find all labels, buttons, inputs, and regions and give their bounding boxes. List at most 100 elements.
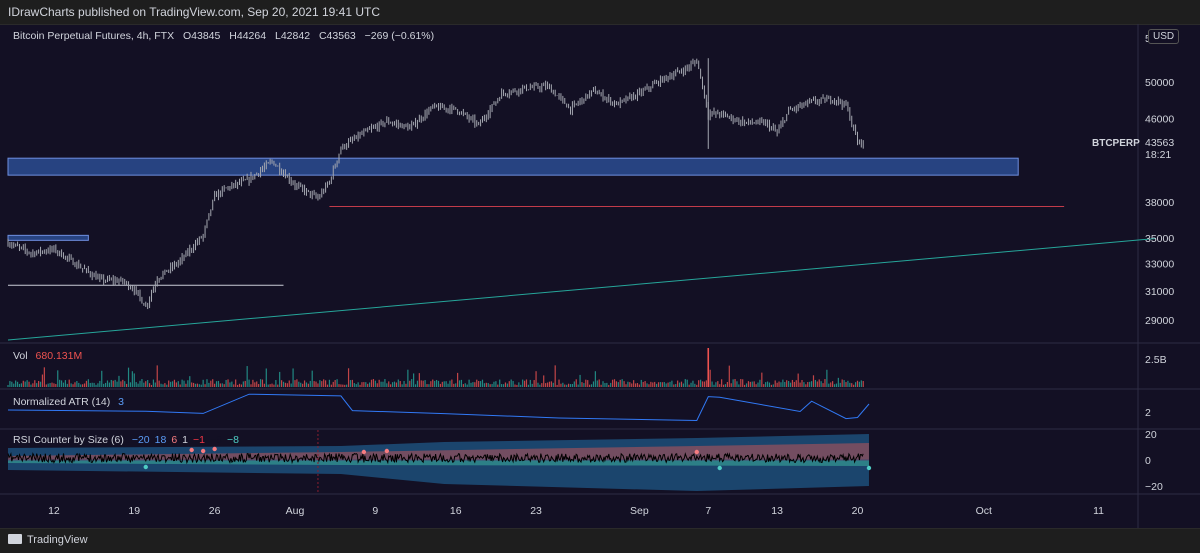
time-tick-label: 26 — [209, 505, 221, 517]
volume-bar — [640, 379, 642, 387]
volume-bar — [801, 380, 803, 387]
rsi-dot-up — [189, 447, 194, 453]
volume-bar — [41, 374, 44, 387]
volume-bar — [267, 384, 269, 387]
volume-bar — [273, 384, 275, 387]
volume-bar — [701, 381, 704, 387]
volume-bar — [619, 379, 621, 387]
volume-bar — [627, 381, 629, 387]
volume-bar — [340, 384, 342, 387]
volume-bar — [403, 381, 405, 387]
volume-bar — [13, 383, 15, 387]
legend-open: O43845 — [183, 30, 221, 42]
volume-bar — [181, 379, 183, 387]
price-tick-label: 35000 — [1145, 233, 1174, 245]
volume-bar — [110, 379, 112, 387]
volume-bar — [208, 382, 210, 387]
atr-axis-tick: 2 — [1145, 407, 1151, 419]
volume-bar — [455, 383, 457, 387]
rsi-legend: RSI Counter by Size (6) −20 18 6 1 −1 −8 −8 — [13, 434, 239, 446]
volume-bar — [617, 382, 619, 387]
volume-bar — [143, 382, 145, 387]
volume-bar — [854, 382, 857, 387]
volume-bar — [275, 380, 277, 387]
volume-bar — [426, 384, 428, 387]
time-tick-label: Aug — [286, 505, 305, 517]
volume-bar — [221, 383, 223, 387]
volume-bar — [171, 381, 174, 387]
volume-bar — [265, 368, 267, 387]
volume-bar — [791, 379, 794, 387]
currency-button[interactable]: USD — [1148, 29, 1180, 44]
rsi-dot-down — [866, 465, 872, 471]
volume-bar — [648, 384, 650, 387]
volume-bar — [828, 383, 830, 387]
volume-bar — [621, 379, 623, 387]
trend-line — [7, 237, 1157, 341]
volume-bar — [321, 381, 323, 387]
volume-bar — [59, 379, 61, 387]
volume-bar — [443, 381, 445, 387]
volume-bar — [451, 379, 453, 387]
volume-bar — [531, 383, 533, 387]
volume-bar — [663, 381, 665, 387]
bar-countdown: 18:21 — [1145, 149, 1171, 161]
volume-bar — [129, 382, 132, 387]
volume-bar — [177, 381, 179, 387]
volume-bar — [678, 382, 681, 387]
volume-bar — [311, 370, 313, 387]
volume-bar — [816, 381, 818, 387]
volume-bar — [761, 372, 763, 387]
volume-bar — [788, 380, 790, 387]
volume-bar — [634, 383, 637, 387]
volume-bar — [405, 383, 407, 387]
volume-bar — [338, 384, 340, 387]
volume-bar — [847, 380, 849, 387]
volume-bar — [705, 380, 707, 387]
time-tick-label: 16 — [450, 505, 462, 517]
volume-bar — [661, 382, 663, 387]
volume-bar — [85, 380, 88, 387]
volume-bar — [38, 380, 40, 387]
volume-bar — [724, 384, 727, 387]
volume-bar — [514, 384, 516, 387]
volume-bar — [717, 381, 719, 387]
rsi-value: 18 — [155, 434, 167, 446]
price-tick-label: 29000 — [1145, 315, 1174, 327]
volume-bar — [481, 379, 484, 387]
legend-change: −269 (−0.61%) — [365, 30, 434, 42]
rsi-dot-down — [143, 464, 148, 470]
volume-bar — [342, 384, 344, 387]
volume-bar — [608, 384, 610, 387]
volume-bar — [279, 371, 281, 387]
volume-bar — [474, 382, 476, 387]
volume-bar — [629, 382, 631, 387]
volume-bar — [432, 379, 434, 387]
volume-bar — [774, 380, 776, 387]
volume-bar — [319, 380, 321, 387]
volume-bar — [307, 383, 309, 387]
volume-bar — [332, 381, 334, 387]
volume-bar — [103, 383, 105, 387]
time-tick-label: 19 — [128, 505, 140, 517]
volume-bar — [721, 379, 723, 387]
volume-bar — [853, 384, 855, 387]
tradingview-logo[interactable]: TradingView — [8, 534, 88, 546]
volume-bar — [83, 383, 86, 387]
rsi-dot-down — [717, 465, 722, 471]
volume-bar — [837, 377, 839, 387]
volume-bar — [101, 370, 103, 387]
volume-bar — [179, 384, 181, 387]
volume-bar — [759, 379, 761, 387]
volume-bar — [196, 383, 199, 387]
volume-bar — [116, 381, 118, 387]
volume-bar — [292, 368, 294, 387]
volume-bar — [104, 382, 107, 387]
volume-bar — [225, 380, 227, 387]
volume-bar — [537, 382, 539, 387]
volume-bar — [740, 379, 742, 387]
volume-bar — [72, 384, 74, 387]
volume-bar — [497, 384, 499, 387]
volume-bar — [36, 383, 38, 387]
